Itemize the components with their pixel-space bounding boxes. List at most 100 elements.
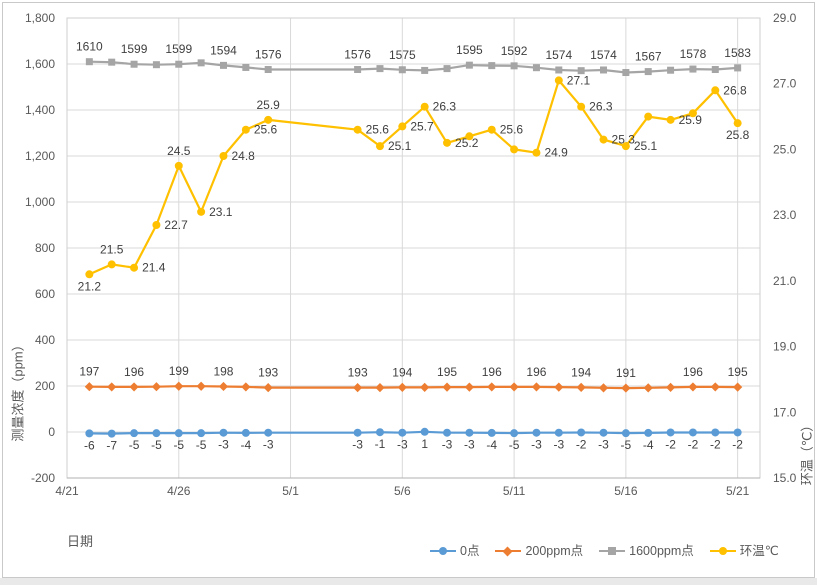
data-point-marker bbox=[151, 382, 162, 392]
data-label: -3 bbox=[352, 438, 363, 452]
data-label: 21.4 bbox=[142, 261, 166, 275]
x-axis-title: 日期 bbox=[67, 534, 94, 549]
data-point-marker bbox=[667, 66, 675, 74]
series-line-环温℃ bbox=[88, 79, 739, 276]
data-point-marker bbox=[85, 270, 94, 279]
data-label: -3 bbox=[397, 438, 408, 452]
data-point-marker bbox=[84, 382, 94, 392]
data-point-marker bbox=[241, 382, 251, 392]
data-label: 25.6 bbox=[366, 123, 390, 137]
data-label: 1574 bbox=[545, 48, 572, 62]
data-label: 25.6 bbox=[254, 123, 278, 137]
data-point-marker bbox=[598, 383, 609, 393]
data-label: 1592 bbox=[501, 44, 528, 58]
data-point-marker bbox=[510, 145, 519, 154]
data-label: 25.8 bbox=[726, 128, 750, 142]
y-right-tick-label: 17.0 bbox=[773, 405, 797, 419]
data-label: -4 bbox=[241, 438, 252, 452]
data-label: -3 bbox=[531, 438, 542, 452]
data-point-marker bbox=[711, 428, 720, 437]
data-point-marker bbox=[644, 68, 652, 76]
data-label: 1575 bbox=[389, 48, 416, 62]
legend-label: 环温℃ bbox=[739, 544, 779, 558]
data-point-marker bbox=[398, 122, 407, 131]
data-point-marker bbox=[643, 383, 653, 393]
data-point-marker bbox=[107, 429, 116, 438]
data-label: 25.1 bbox=[388, 139, 412, 153]
data-label: -4 bbox=[643, 438, 654, 452]
data-point-marker bbox=[130, 60, 138, 68]
data-point-marker bbox=[353, 125, 362, 134]
data-label: 196 bbox=[683, 365, 703, 379]
data-label: 1578 bbox=[680, 47, 707, 61]
data-point-marker bbox=[175, 60, 183, 68]
legend-item-1600ppm[interactable]: 1600ppm点 bbox=[599, 543, 694, 559]
data-label: -5 bbox=[173, 438, 184, 452]
data-point-marker bbox=[197, 429, 206, 438]
data-point-marker bbox=[264, 66, 272, 74]
data-point-marker bbox=[733, 382, 743, 392]
data-point-marker bbox=[465, 61, 473, 69]
data-label: 194 bbox=[392, 365, 412, 379]
data-point-marker bbox=[107, 260, 116, 269]
data-point-marker bbox=[487, 428, 496, 437]
y-left-tick-label: 1,600 bbox=[25, 57, 55, 71]
data-point-marker bbox=[174, 161, 183, 170]
data-label: 1576 bbox=[255, 48, 282, 62]
data-label: 196 bbox=[124, 365, 144, 379]
data-point-marker bbox=[219, 428, 228, 437]
x-tick-label: 4/26 bbox=[167, 484, 191, 498]
data-point-marker bbox=[152, 61, 160, 69]
data-point-marker bbox=[509, 382, 519, 392]
data-label: 25.9 bbox=[679, 113, 703, 127]
data-label: 25.2 bbox=[455, 136, 479, 150]
legend-item-huanwen[interactable]: 环温℃ bbox=[709, 543, 779, 559]
y-right-tick-label: 29.0 bbox=[773, 11, 797, 25]
data-point-marker bbox=[219, 152, 228, 160]
data-point-marker bbox=[264, 428, 273, 437]
data-point-marker bbox=[375, 142, 384, 151]
data-label: -2 bbox=[576, 437, 587, 451]
data-point-marker bbox=[621, 142, 630, 151]
data-label: -5 bbox=[151, 438, 162, 452]
legend-item-0dian[interactable]: 0点 bbox=[430, 543, 479, 559]
data-label: 24.9 bbox=[544, 146, 568, 160]
y-left-tick-label: 1,400 bbox=[25, 103, 55, 117]
legend: 0点 200ppm点 1600ppm点 环温℃ bbox=[430, 543, 779, 559]
data-point-marker bbox=[599, 135, 608, 144]
data-point-marker bbox=[242, 63, 250, 71]
y-left-tick-label: 0 bbox=[48, 425, 55, 439]
data-label: 25.6 bbox=[500, 123, 524, 137]
legend-key-line bbox=[430, 546, 456, 556]
data-label: -5 bbox=[509, 438, 520, 452]
data-point-marker bbox=[420, 382, 430, 392]
data-point-marker bbox=[263, 383, 273, 393]
data-label: 1574 bbox=[590, 48, 617, 62]
data-point-marker bbox=[487, 382, 497, 392]
data-point-marker bbox=[599, 428, 608, 437]
data-label: 21.2 bbox=[78, 279, 102, 293]
data-point-marker bbox=[264, 115, 273, 124]
data-label: -3 bbox=[598, 438, 609, 452]
data-label: -2 bbox=[732, 437, 743, 451]
data-point-marker bbox=[734, 64, 742, 72]
data-point-marker bbox=[710, 382, 720, 392]
data-label: 193 bbox=[348, 366, 368, 380]
x-tick-label: 4/21 bbox=[55, 484, 79, 498]
legend-item-200ppm[interactable]: 200ppm点 bbox=[495, 543, 583, 559]
legend-circle-marker-icon bbox=[718, 547, 727, 555]
data-label: 1 bbox=[421, 437, 428, 451]
data-label: 1583 bbox=[724, 46, 751, 60]
data-point-marker bbox=[711, 86, 720, 95]
data-point-marker bbox=[174, 381, 184, 391]
data-point-marker bbox=[621, 429, 630, 438]
y-left-tick-label: 800 bbox=[35, 241, 55, 255]
data-point-marker bbox=[600, 66, 608, 74]
data-point-marker bbox=[85, 58, 93, 66]
x-tick-label: 5/1 bbox=[282, 484, 299, 498]
y-right-tick-label: 15.0 bbox=[773, 471, 797, 485]
y-left-tick-label: 200 bbox=[35, 379, 55, 393]
data-point-marker bbox=[576, 382, 586, 392]
y-axis-title-right: 环温（℃） bbox=[799, 418, 815, 486]
